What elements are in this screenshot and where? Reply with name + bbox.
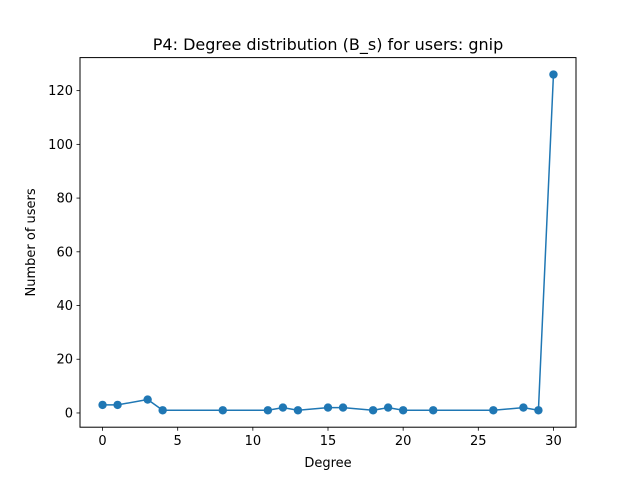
y-tick-label: 60 — [56, 245, 73, 260]
data-point — [489, 406, 498, 415]
data-point — [293, 406, 303, 415]
y-tick-label: 100 — [48, 138, 73, 153]
data-point — [143, 395, 152, 404]
y-tick-label: 40 — [56, 299, 73, 314]
x-tick-label: 5 — [174, 434, 182, 449]
data-point — [534, 406, 543, 415]
x-tick-label: 15 — [320, 434, 337, 449]
y-axis-label: Number of users — [24, 188, 39, 296]
y-axis-ticks: 0 20 40 60 80 100 120 — [48, 84, 80, 421]
y-tick-label: 20 — [56, 353, 73, 368]
series-layer — [98, 70, 558, 415]
data-point — [263, 406, 273, 415]
data-point — [383, 403, 393, 412]
plot-frame — [79, 57, 577, 428]
y-tick-label: 80 — [56, 192, 73, 207]
data-point — [398, 406, 408, 415]
y-tick-label: 120 — [48, 84, 73, 99]
data-point — [368, 406, 378, 415]
data-point — [278, 403, 288, 412]
data-point — [323, 403, 333, 412]
x-axis-ticks: 0 5 10 15 20 25 30 — [98, 427, 562, 449]
data-point — [218, 406, 227, 415]
x-axis-label: Degree — [304, 456, 351, 471]
chart-title: P4: Degree distribution (B_s) for users:… — [153, 35, 503, 55]
data-point — [519, 403, 528, 412]
data-point — [98, 400, 107, 410]
x-tick-label: 20 — [395, 434, 412, 449]
x-tick-label: 25 — [470, 434, 487, 449]
y-tick-label: 0 — [65, 406, 73, 421]
x-tick-label: 10 — [245, 434, 262, 449]
x-tick-label: 30 — [545, 434, 562, 449]
data-point — [429, 406, 438, 415]
x-tick-label: 0 — [98, 434, 106, 449]
data-point — [338, 403, 348, 412]
data-point — [158, 406, 167, 415]
data-point — [549, 70, 558, 79]
data-point — [113, 400, 122, 410]
